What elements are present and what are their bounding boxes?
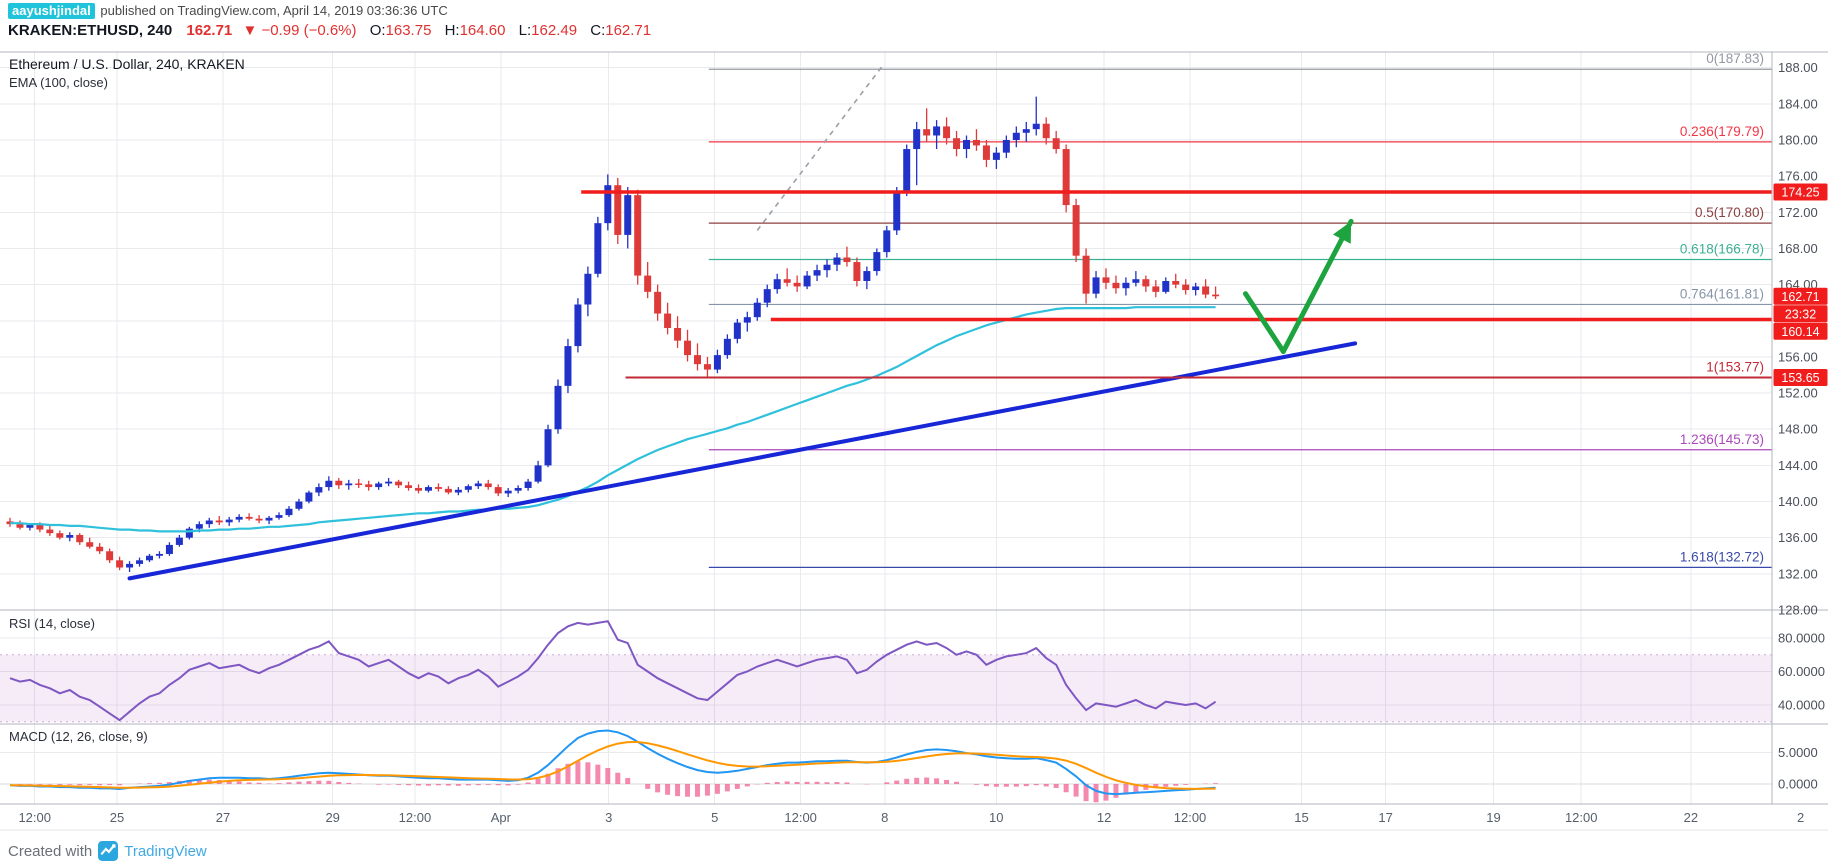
svg-text:0.618(166.78): 0.618(166.78) — [1680, 241, 1764, 256]
candles-layer — [6, 96, 1220, 573]
svg-text:184.00: 184.00 — [1778, 96, 1818, 111]
close-value: 162.71 — [605, 22, 652, 39]
dashed-projection-line — [756, 66, 883, 231]
svg-text:40.0000: 40.0000 — [1778, 698, 1825, 713]
svg-text:1.236(145.73): 1.236(145.73) — [1680, 432, 1764, 447]
price-badge — [1773, 322, 1828, 340]
svg-text:176.00: 176.00 — [1778, 169, 1818, 184]
time-axis-label: 2 — [1797, 810, 1804, 825]
high-label: H: — [444, 22, 460, 39]
svg-text:160.14: 160.14 — [1781, 325, 1819, 339]
time-axis-label: 12 — [1097, 810, 1111, 825]
svg-text:1(153.77): 1(153.77) — [1706, 360, 1764, 375]
open-value: 163.75 — [385, 22, 432, 39]
time-axis-label: 12:00 — [18, 810, 51, 825]
svg-text:152.00: 152.00 — [1778, 386, 1818, 401]
svg-text:136.00: 136.00 — [1778, 530, 1818, 545]
svg-text:140.00: 140.00 — [1778, 494, 1818, 509]
svg-text:5.0000: 5.0000 — [1778, 745, 1818, 760]
svg-text:0.236(179.79): 0.236(179.79) — [1680, 124, 1764, 139]
ema-legend[interactable]: EMA (100, close) — [9, 75, 108, 90]
svg-text:148.00: 148.00 — [1778, 422, 1818, 437]
time-axis-label: 12:00 — [399, 810, 432, 825]
chart-title: Ethereum / U.S. Dollar, 240, KRAKEN — [9, 56, 245, 72]
rsi-line — [9, 620, 1217, 722]
time-axis-label: 3 — [605, 810, 612, 825]
macd-line — [9, 729, 1216, 796]
time-axis-label: 15 — [1294, 810, 1308, 825]
time-axis-label: 10 — [989, 810, 1003, 825]
svg-text:1.618(132.72): 1.618(132.72) — [1680, 549, 1764, 564]
footer-bar: Created with TradingView — [8, 838, 207, 864]
time-axis-label: 25 — [110, 810, 124, 825]
ema-line — [10, 306, 1216, 533]
rsi-band — [0, 654, 1772, 722]
symbol-info-bar: KRAKEN:ETHUSD, 240 162.71 ▼ −0.99 (−0.6%… — [8, 22, 651, 39]
fib-levels — [708, 68, 1772, 568]
price-change: ▼ −0.99 (−0.6%) — [242, 22, 357, 39]
svg-text:162.71: 162.71 — [1781, 290, 1819, 304]
svg-text:188.00: 188.00 — [1778, 60, 1818, 75]
low-label: L: — [518, 22, 532, 39]
username-badge[interactable]: aayushjindal — [8, 3, 95, 19]
svg-text:0(187.83): 0(187.83) — [1706, 51, 1764, 66]
publish-info: aayushjindal published on TradingView.co… — [8, 3, 448, 19]
low-value: 162.49 — [531, 22, 578, 39]
svg-text:0.5(170.80): 0.5(170.80) — [1695, 205, 1764, 220]
close-label: C: — [590, 22, 606, 39]
price-badge — [1773, 369, 1828, 387]
time-axis-label: 5 — [711, 810, 718, 825]
created-with-text: Created with — [8, 842, 93, 860]
symbol-title[interactable]: KRAKEN:ETHUSD, 240 — [8, 22, 173, 39]
rsi-pane-legend: RSI (14, close) — [9, 616, 95, 631]
green-arrow — [1242, 218, 1354, 355]
svg-text:128.00: 128.00 — [1778, 603, 1818, 618]
macd-pane-legend: MACD (12, 26, close, 9) — [9, 729, 148, 744]
svg-text:132.00: 132.00 — [1778, 566, 1818, 581]
time-axis-label: 17 — [1378, 810, 1392, 825]
time-axis-label: Apr — [491, 810, 512, 825]
main-pane-legend: Ethereum / U.S. Dollar, 240, KRAKEN EMA … — [9, 56, 245, 90]
time-axis-label: 22 — [1684, 810, 1698, 825]
svg-text:80.0000: 80.0000 — [1778, 631, 1825, 646]
publish-text: published on TradingView.com, April 14, … — [96, 3, 448, 18]
time-axis-label: 12:00 — [784, 810, 817, 825]
trend-line — [127, 341, 1358, 581]
gridlines — [0, 52, 1772, 804]
svg-text:0.0000: 0.0000 — [1778, 777, 1818, 792]
svg-text:0.764(161.81): 0.764(161.81) — [1680, 286, 1764, 301]
time-axis-label: 19 — [1486, 810, 1500, 825]
price-badge — [1773, 183, 1828, 201]
svg-text:153.65: 153.65 — [1781, 371, 1819, 385]
svg-text:168.00: 168.00 — [1778, 241, 1818, 256]
support-resistance-lines — [581, 190, 1772, 379]
svg-text:60.0000: 60.0000 — [1778, 664, 1825, 679]
time-axis-label: 12:00 — [1174, 810, 1207, 825]
time-axis-label: 27 — [216, 810, 230, 825]
macd-signal-line — [9, 740, 1216, 790]
last-price-value: 162.71 — [186, 22, 233, 39]
tradingview-logo-icon[interactable] — [98, 841, 119, 861]
svg-text:172.00: 172.00 — [1778, 205, 1818, 220]
svg-text:23:32: 23:32 — [1785, 307, 1816, 321]
macd-legend[interactable]: MACD (12, 26, close, 9) — [9, 729, 148, 744]
time-axis-label: 8 — [881, 810, 888, 825]
high-value: 164.60 — [459, 22, 506, 39]
macd-histogram — [17, 761, 1219, 803]
rsi-legend[interactable]: RSI (14, close) — [9, 616, 95, 631]
time-axis-label: 29 — [325, 810, 339, 825]
svg-text:144.00: 144.00 — [1778, 458, 1818, 473]
svg-text:156.00: 156.00 — [1778, 349, 1818, 364]
svg-text:180.00: 180.00 — [1778, 133, 1818, 148]
time-axis-label: 12:00 — [1565, 810, 1598, 825]
countdown-badge — [1773, 305, 1828, 323]
tradingview-wordmark[interactable]: TradingView — [124, 842, 207, 860]
svg-text:174.25: 174.25 — [1781, 185, 1819, 199]
open-label: O: — [369, 22, 386, 39]
price-badge — [1773, 287, 1828, 305]
